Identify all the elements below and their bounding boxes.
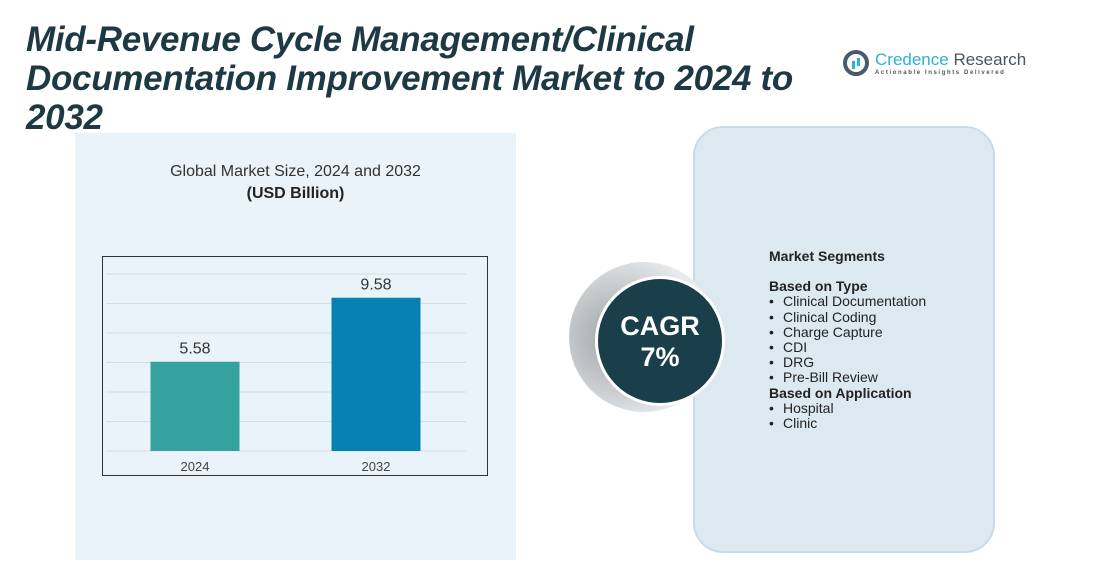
logo-chart-icon [843, 50, 869, 76]
segment-item: Pre-Bill Review [769, 370, 926, 386]
x-tick-label: 2024 [181, 459, 210, 474]
chart-title: Global Market Size, 2024 and 2032 [170, 163, 421, 180]
cagr-value: 7% [640, 342, 680, 372]
bar-chart: 5.58 2024 9.58 2032 [106, 273, 466, 474]
group-title: Based on Application [769, 384, 912, 401]
bar-2024 [150, 361, 240, 451]
cagr-label: CAGR [620, 311, 700, 341]
credence-research-logo: Credence Research Actionable Insights De… [843, 50, 1026, 76]
chart-frame: 5.58 2024 9.58 2032 [102, 256, 488, 476]
segment-item: CDI [769, 339, 926, 355]
data-label: 9.58 [360, 277, 391, 294]
logo-name-1: Credence [875, 50, 949, 69]
group-title: Based on Type [769, 278, 868, 295]
chart-unit: (USD Billion) [246, 185, 345, 202]
segment-item: Clinical Coding [769, 309, 926, 325]
x-tick-label: 2032 [362, 459, 391, 474]
data-label: 5.58 [179, 341, 210, 358]
cagr-badge: CAGR 7% [595, 276, 725, 406]
logo-tagline: Actionable Insights Delivered [875, 70, 1006, 76]
segment-item: DRG [769, 355, 926, 371]
segment-item: Clinical Documentation [769, 294, 926, 310]
segments-heading: Market Segments [769, 248, 885, 264]
segment-item: Clinic [769, 415, 926, 431]
bar-2032 [331, 297, 421, 451]
segment-item: Hospital [769, 400, 926, 416]
segment-item: Charge Capture [769, 324, 926, 340]
logo-name-2: Research [948, 50, 1027, 69]
chart-panel [75, 133, 516, 560]
market-segments: Market Segments Based on Type Clinical D… [769, 248, 926, 431]
page-title: Mid-Revenue Cycle Management/Clinical Do… [26, 20, 793, 137]
